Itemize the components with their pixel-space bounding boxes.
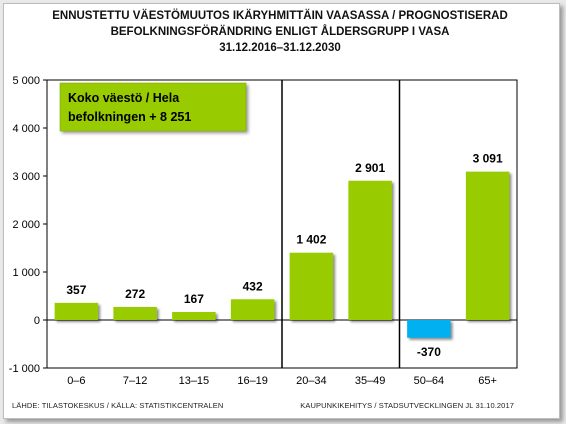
data-label-5: 1 402 [296,233,326,247]
title-line-3: 31.12.2016–31.12.2030 [219,42,341,54]
x-tick-label-2: 7–12 [123,375,147,387]
x-tick-label-4: 16–19 [237,375,268,387]
title-line-2: BEFOLKNINGSFÖRÄNDRING ENLIGT ÅLDERSGRUPP… [110,26,450,38]
data-label-2: 272 [125,287,145,301]
data-label-3: 167 [184,292,204,306]
y-tick-label: -1 000 [9,363,40,375]
bar-6 [348,180,392,320]
data-label-4: 432 [243,279,263,293]
y-tick-label: 5 000 [12,75,40,87]
chart-title: ENNUSTETTU VÄESTÖMUUTOS IKÄRYHMITTÄIN VA… [0,8,560,56]
bar-2 [113,306,157,320]
total-callout: Koko väestö / Hela befolkningen + 8 251 [59,82,247,132]
source-note: LÄHDE: TILASTOKESKUS / KÄLLA: STATISTIKC… [12,401,224,410]
y-tick-label: 0 [34,315,40,327]
data-label-6: 2 901 [355,161,385,175]
bar-4 [230,299,275,320]
data-label-8: 3 091 [473,152,503,166]
bar-1 [54,302,99,320]
total-callout-box [59,82,247,132]
bar-7 [407,320,451,338]
bar-3 [172,311,216,320]
data-label-7: -370 [417,345,441,359]
data-label-1: 357 [66,283,86,297]
y-tick-label: 4 000 [12,123,40,135]
bar-5 [289,252,334,320]
total-callout-line-1: Koko väestö / Hela [68,91,180,105]
x-tick-label-8: 65+ [478,375,497,387]
y-tick-label: 2 000 [12,219,40,231]
x-tick-label-3: 13–15 [179,375,210,387]
x-tick-label-5: 20–34 [296,375,327,387]
credit-note: KAUPUNKIKEHITYS / STADSUTVECKLINGEN JL 3… [300,401,514,410]
y-tick-label: 3 000 [12,171,40,183]
x-tick-label-6: 35–49 [355,375,386,387]
bar-8 [465,171,510,320]
y-tick-label: 1 000 [12,267,40,279]
x-tick-label-1: 0–6 [67,375,85,387]
x-tick-label-7: 50–64 [414,375,445,387]
title-line-1: ENNUSTETTU VÄESTÖMUUTOS IKÄRYHMITTÄIN VA… [52,10,508,22]
total-callout-line-2: befolkningen + 8 251 [68,110,191,124]
